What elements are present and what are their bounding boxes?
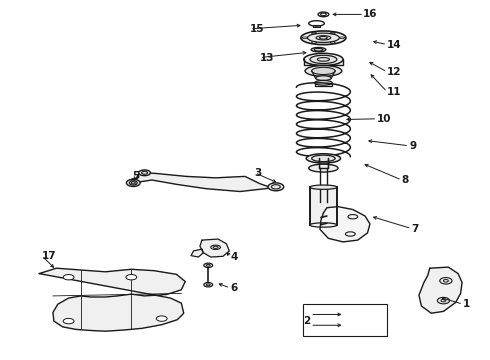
Text: 6: 6	[230, 283, 238, 293]
Text: 8: 8	[402, 175, 409, 185]
Text: 13: 13	[260, 53, 274, 63]
Ellipse shape	[312, 67, 335, 75]
Ellipse shape	[126, 274, 137, 280]
Ellipse shape	[301, 31, 346, 45]
Ellipse shape	[129, 181, 137, 185]
Polygon shape	[304, 59, 343, 65]
Bar	[303, 304, 387, 336]
Ellipse shape	[156, 316, 167, 321]
Ellipse shape	[309, 164, 338, 172]
Text: 5: 5	[132, 171, 140, 181]
Ellipse shape	[310, 55, 337, 63]
Text: 11: 11	[387, 87, 402, 97]
Text: 4: 4	[230, 252, 238, 262]
Ellipse shape	[311, 48, 326, 52]
Ellipse shape	[126, 179, 140, 186]
Text: 9: 9	[409, 141, 416, 151]
Ellipse shape	[204, 263, 213, 267]
Text: 10: 10	[377, 114, 392, 124]
Text: 14: 14	[387, 40, 402, 50]
Polygon shape	[133, 173, 272, 192]
Ellipse shape	[305, 66, 342, 76]
Ellipse shape	[308, 33, 339, 42]
Ellipse shape	[63, 274, 74, 280]
Ellipse shape	[204, 283, 213, 287]
Polygon shape	[318, 158, 328, 168]
Polygon shape	[312, 71, 335, 78]
Ellipse shape	[437, 297, 450, 304]
Text: 12: 12	[387, 67, 402, 77]
Text: 3: 3	[255, 168, 262, 178]
Polygon shape	[419, 267, 462, 313]
Text: 16: 16	[363, 9, 377, 19]
Ellipse shape	[440, 278, 452, 284]
Ellipse shape	[268, 183, 284, 191]
Polygon shape	[200, 239, 229, 257]
Ellipse shape	[63, 318, 74, 324]
Ellipse shape	[316, 76, 331, 80]
Polygon shape	[191, 249, 203, 257]
Polygon shape	[320, 207, 370, 242]
Text: 7: 7	[412, 224, 419, 234]
Text: 2: 2	[303, 316, 310, 326]
Text: 17: 17	[42, 251, 56, 261]
Text: 1: 1	[463, 299, 470, 309]
Polygon shape	[315, 83, 332, 86]
Ellipse shape	[304, 53, 343, 66]
Polygon shape	[310, 187, 337, 225]
Ellipse shape	[139, 170, 150, 176]
Ellipse shape	[319, 37, 327, 39]
Ellipse shape	[312, 155, 335, 162]
Ellipse shape	[315, 81, 332, 85]
Ellipse shape	[310, 223, 337, 227]
Ellipse shape	[310, 185, 337, 189]
Polygon shape	[39, 268, 185, 331]
Ellipse shape	[306, 154, 341, 163]
Text: 15: 15	[250, 24, 265, 34]
